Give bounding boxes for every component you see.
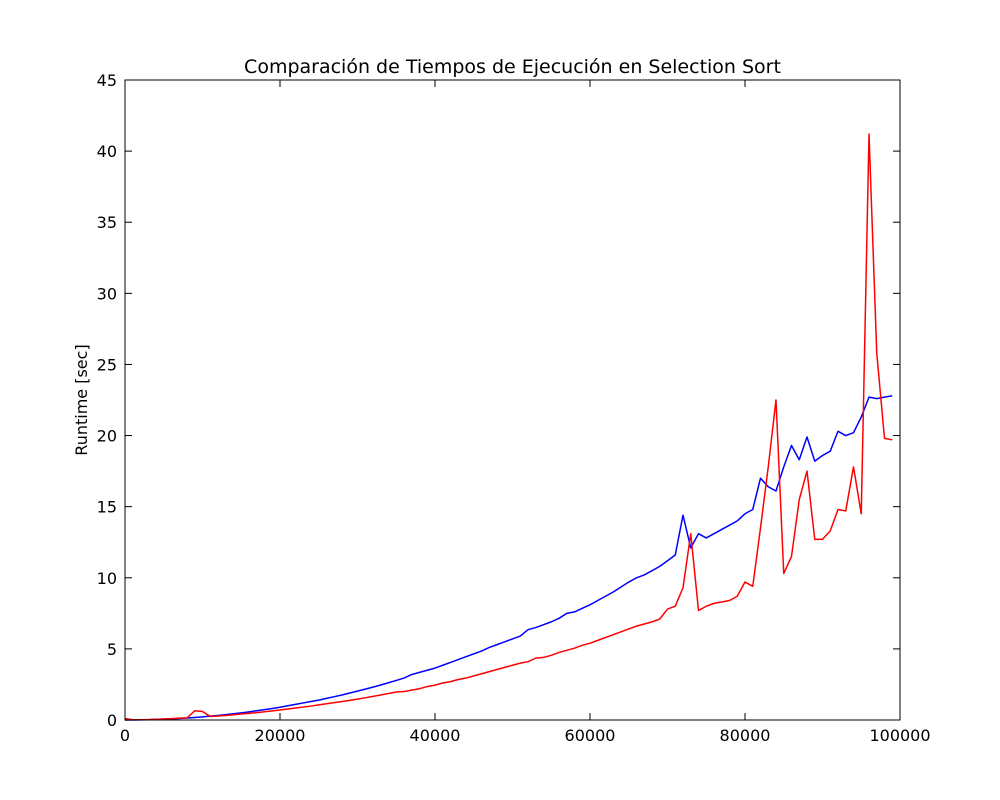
y-tick-label: 5: [107, 640, 117, 659]
x-tick-label: 100000: [869, 726, 930, 745]
x-tick-label: 20000: [255, 726, 306, 745]
plot-frame: [124, 79, 901, 721]
chart-title: Comparación de Tiempos de Ejecución en S…: [244, 56, 781, 78]
y-tick-label: 0: [107, 711, 117, 730]
x-tick-label: 60000: [565, 726, 616, 745]
x-tick-label: 40000: [410, 726, 461, 745]
series-line-2: [124, 133, 893, 721]
y-tick-label: 25: [97, 355, 117, 374]
series-line-1: [125, 394, 893, 721]
y-tick-label: 30: [97, 284, 117, 303]
y-tick-label: 15: [97, 498, 117, 517]
y-tick-label: 40: [97, 142, 117, 161]
x-tick-label: 80000: [720, 726, 771, 745]
y-tick-label: 20: [97, 427, 117, 446]
y-tick-label: 35: [97, 213, 117, 232]
y-tick-label: 45: [97, 71, 117, 90]
x-tick-label: 0: [120, 726, 130, 745]
y-axis-label: Runtime [sec]: [72, 344, 91, 455]
ticks-layer: 0 20000 40000 60000 80000 100000 0 5 10 15 20 25 30 3…: [97, 71, 931, 745]
series-layer: [124, 133, 893, 721]
y-tick-label: 10: [97, 569, 117, 588]
